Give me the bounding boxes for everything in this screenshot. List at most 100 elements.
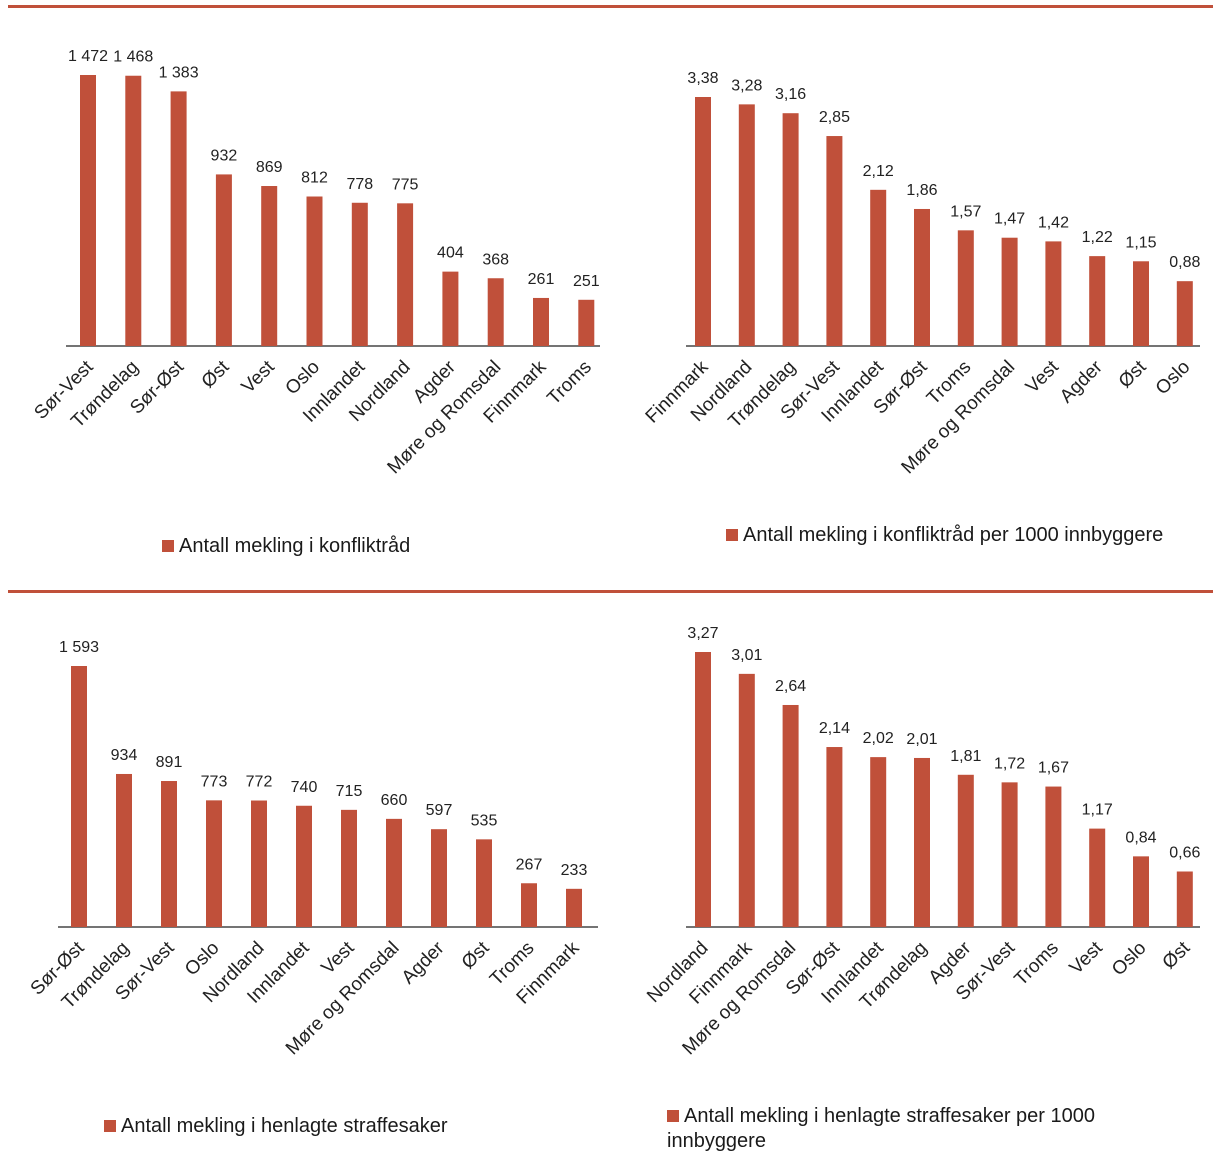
- bar-sor-vest: [161, 781, 177, 927]
- data-label-trondelag: 1 468: [113, 49, 153, 66]
- bar-finnmark: [738, 673, 755, 927]
- data-label-more-og-romsdal: 2,64: [775, 678, 806, 695]
- data-label-ost: 932: [211, 147, 238, 164]
- bar-more-og-romsdal: [1001, 237, 1018, 346]
- bar-sor-ost: [170, 91, 187, 346]
- bar-innlandet: [296, 805, 312, 927]
- data-label-finnmark: 3,38: [687, 70, 718, 87]
- data-label-sor-ost: 2,14: [819, 720, 850, 737]
- tick-label-ost: Øst: [1159, 937, 1195, 973]
- data-label-nordland: 775: [392, 176, 419, 193]
- bar-agder: [957, 774, 974, 927]
- data-label-oslo: 0,88: [1169, 254, 1200, 271]
- bar-finnmark: [533, 297, 549, 346]
- data-label-sor-ost: 1 383: [159, 64, 199, 81]
- bar-nordland: [397, 203, 414, 346]
- tick-label-oslo: Oslo: [1108, 938, 1150, 980]
- data-label-trondelag: 3,16: [775, 86, 806, 103]
- legend-swatch: [726, 529, 738, 541]
- bar-sor-ost: [71, 666, 87, 927]
- data-label-sor-ost: 1 593: [59, 639, 99, 656]
- bar-agder: [442, 271, 459, 346]
- data-label-trondelag: 934: [111, 747, 138, 764]
- data-label-agder: 404: [437, 245, 464, 262]
- legend-label: Antall mekling i konfliktråd: [179, 535, 411, 557]
- data-label-innlandet: 2,02: [863, 730, 894, 747]
- bar-nordland: [738, 104, 755, 346]
- bar-ost: [476, 839, 492, 927]
- bar-trondelag: [782, 113, 799, 347]
- data-label-innlandet: 2,12: [863, 163, 894, 180]
- middle-divider: [8, 590, 1213, 593]
- data-label-finnmark: 233: [561, 862, 588, 879]
- bar-innlandet: [351, 202, 368, 346]
- legend-swatch: [667, 1110, 679, 1122]
- bar-vest: [261, 186, 278, 346]
- legend-label: Antall mekling i henlagte straffesaker: [121, 1115, 448, 1137]
- bar-more-og-romsdal: [782, 704, 799, 927]
- legend-swatch: [162, 540, 174, 552]
- data-label-agder: 1,22: [1082, 229, 1113, 246]
- legend-label: Antall mekling i konfliktråd per 1000 in…: [743, 524, 1164, 546]
- bar-sor-ost: [826, 747, 843, 927]
- bar-agder: [431, 829, 447, 927]
- bar-oslo: [1176, 281, 1193, 346]
- top-divider: [8, 5, 1213, 8]
- data-label-troms: 1,57: [950, 203, 981, 220]
- data-label-troms: 251: [573, 273, 600, 290]
- bar-more-og-romsdal: [487, 278, 504, 346]
- data-label-finnmark: 261: [528, 271, 555, 288]
- data-label-sor-vest: 1,72: [994, 755, 1025, 772]
- data-label-nordland: 772: [246, 774, 273, 791]
- bar-sor-vest: [80, 75, 96, 346]
- data-label-agder: 1,81: [950, 748, 981, 765]
- data-label-oslo: 773: [201, 773, 228, 790]
- bar-vest: [341, 809, 357, 927]
- bar-troms: [521, 883, 537, 927]
- data-label-vest: 869: [256, 159, 283, 176]
- data-label-vest: 1,42: [1038, 214, 1069, 231]
- bar-ost: [1133, 261, 1149, 346]
- bar-oslo: [1133, 856, 1149, 927]
- bar-oslo: [306, 196, 323, 346]
- legend-chart-4: Antall mekling i henlagte straffesaker p…: [667, 1104, 1187, 1154]
- data-label-oslo: 0,84: [1125, 829, 1156, 846]
- bar-sor-vest: [1001, 782, 1018, 927]
- data-label-ost: 1,15: [1125, 234, 1156, 251]
- bar-finnmark: [566, 888, 582, 927]
- data-label-troms: 1,67: [1038, 760, 1069, 777]
- bar-nordland: [251, 800, 267, 927]
- legend-chart-1: Antall mekling i konfliktråd: [162, 534, 410, 559]
- legend-chart-2: Antall mekling i konfliktråd per 1000 in…: [726, 523, 1166, 548]
- data-label-ost: 0,66: [1169, 844, 1200, 861]
- legend-swatch: [104, 1120, 116, 1132]
- tick-label-vest: Vest: [1066, 937, 1108, 979]
- legend-chart-3: Antall mekling i henlagte straffesaker: [104, 1114, 447, 1139]
- bar-nordland: [695, 652, 711, 927]
- data-label-vest: 1,17: [1082, 802, 1113, 819]
- bar-sor-ost: [914, 208, 930, 346]
- data-label-vest: 715: [336, 783, 363, 800]
- data-label-trondelag: 2,01: [906, 731, 937, 748]
- data-label-nordland: 3,28: [731, 77, 762, 94]
- bar-vest: [1045, 241, 1062, 346]
- data-label-oslo: 812: [301, 170, 328, 187]
- legend-label: Antall mekling i henlagte straffesaker p…: [667, 1105, 1095, 1152]
- data-label-innlandet: 778: [346, 176, 373, 193]
- data-label-sor-vest: 891: [156, 754, 183, 771]
- data-label-nordland: 3,27: [687, 625, 718, 642]
- bar-agder: [1089, 256, 1106, 346]
- bar-trondelag: [125, 75, 142, 346]
- bar-vest: [1089, 828, 1106, 927]
- bar-innlandet: [870, 757, 887, 927]
- data-label-more-og-romsdal: 660: [381, 792, 408, 809]
- data-label-innlandet: 740: [291, 779, 318, 796]
- data-label-finnmark: 3,01: [731, 647, 762, 664]
- bar-trondelag: [914, 757, 930, 927]
- data-label-troms: 267: [516, 856, 543, 873]
- data-label-sor-vest: 2,85: [819, 109, 850, 126]
